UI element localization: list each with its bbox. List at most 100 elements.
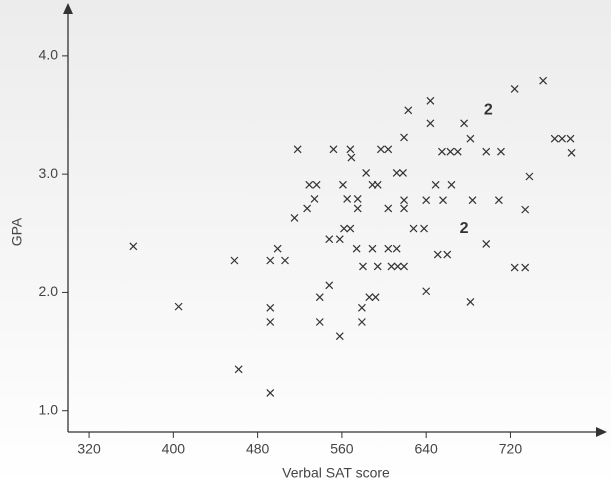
- point: [343, 195, 352, 203]
- point: [305, 180, 314, 189]
- point: [409, 224, 418, 233]
- x-arrow: [596, 427, 607, 437]
- point: [525, 172, 534, 181]
- point: [384, 204, 393, 213]
- point: [400, 262, 408, 271]
- point: [230, 256, 239, 265]
- point: [303, 204, 312, 213]
- point: [368, 244, 377, 253]
- point: [335, 332, 344, 341]
- point: [357, 303, 366, 312]
- point: [510, 263, 519, 272]
- point: [422, 196, 431, 205]
- point: [234, 365, 243, 374]
- point: [392, 169, 401, 177]
- point: [353, 204, 362, 213]
- x-tick-label: 480: [246, 441, 270, 457]
- point: [315, 318, 324, 326]
- point: [393, 262, 402, 271]
- point: [266, 389, 275, 397]
- point: [521, 263, 530, 272]
- point: [335, 235, 344, 244]
- point: [466, 134, 475, 143]
- point: [266, 256, 275, 265]
- point: [315, 293, 324, 302]
- point: [404, 106, 413, 115]
- point: [438, 147, 446, 156]
- point: [357, 318, 366, 326]
- point: [359, 262, 367, 271]
- point: [373, 262, 382, 271]
- point: [482, 147, 491, 156]
- point: [346, 224, 355, 233]
- y-tick-label: 1.0: [39, 401, 59, 417]
- point: [384, 145, 393, 154]
- point: [566, 134, 575, 143]
- point: [281, 256, 289, 265]
- point: [329, 145, 338, 154]
- point: [273, 244, 282, 253]
- point: [293, 145, 302, 154]
- point: [446, 147, 455, 156]
- double-point: 2: [484, 101, 493, 118]
- point: [400, 196, 408, 205]
- double-point: 2: [460, 220, 469, 237]
- x-tick-label: 720: [499, 441, 523, 457]
- point: [387, 262, 396, 271]
- point: [433, 250, 442, 259]
- point: [443, 250, 452, 259]
- point: [339, 180, 347, 189]
- point: [365, 293, 374, 302]
- point: [266, 303, 275, 312]
- point: [266, 318, 275, 326]
- point: [353, 195, 362, 203]
- point: [340, 224, 348, 233]
- point: [426, 119, 435, 128]
- point: [325, 235, 334, 244]
- point: [466, 297, 475, 306]
- point: [129, 242, 138, 251]
- point: [371, 293, 380, 302]
- point: [174, 302, 183, 311]
- x-tick-label: 560: [330, 441, 354, 457]
- point: [447, 180, 456, 189]
- x-axis-label: Verbal SAT score: [282, 465, 390, 481]
- point: [290, 213, 299, 222]
- point: [539, 76, 548, 85]
- point: [376, 145, 385, 154]
- x-tick-label: 320: [77, 441, 101, 457]
- point: [400, 204, 408, 213]
- point: [373, 180, 382, 189]
- point: [400, 133, 408, 142]
- point: [567, 148, 576, 157]
- y-tick-label: 3.0: [39, 165, 59, 181]
- y-axis-label: GPA: [9, 217, 25, 246]
- y-tick-label: 4.0: [39, 47, 59, 63]
- point: [439, 196, 447, 205]
- y-tick-label: 2.0: [39, 283, 59, 299]
- point: [494, 196, 503, 205]
- point: [392, 244, 401, 253]
- point: [431, 180, 440, 189]
- point: [460, 119, 469, 128]
- point: [325, 281, 334, 290]
- point: [482, 240, 491, 248]
- point: [426, 96, 435, 105]
- y-arrow: [63, 3, 73, 14]
- x-tick-label: 640: [414, 441, 438, 457]
- point: [384, 244, 393, 253]
- point: [521, 205, 530, 214]
- point: [399, 169, 407, 177]
- point: [312, 180, 321, 189]
- point: [420, 224, 428, 233]
- point: [497, 147, 505, 156]
- point: [468, 196, 477, 205]
- point: [510, 85, 519, 93]
- point: [453, 147, 462, 156]
- point: [352, 244, 361, 253]
- point: [550, 134, 559, 143]
- x-tick-label: 400: [162, 441, 186, 457]
- point: [422, 287, 431, 296]
- point: [558, 134, 566, 143]
